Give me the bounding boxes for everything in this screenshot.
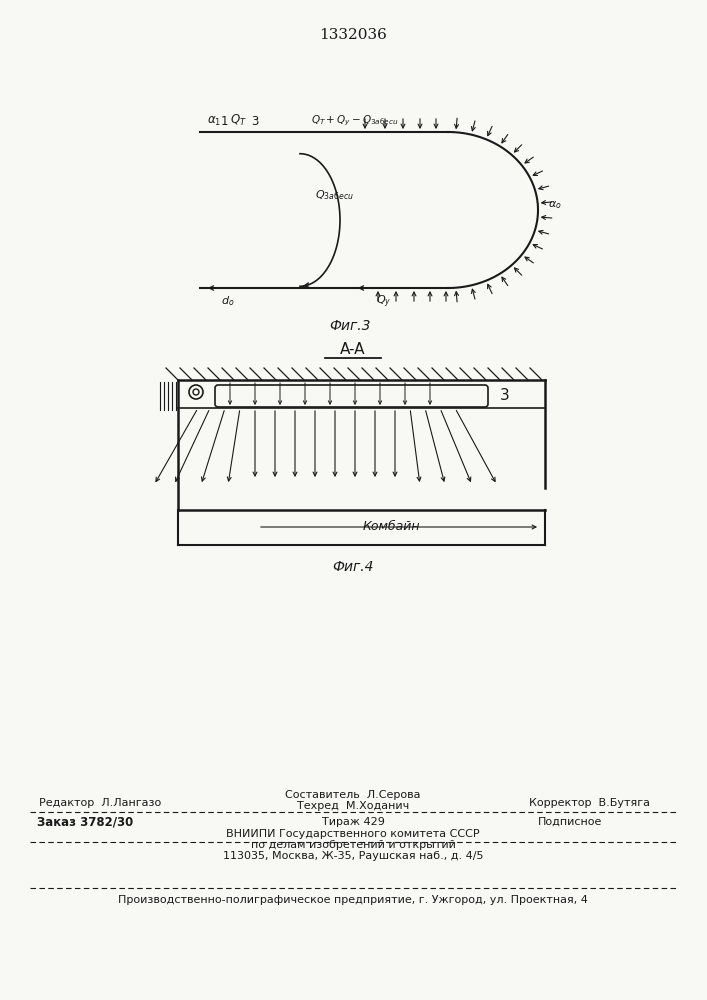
Text: 3: 3 [251,115,259,128]
Text: Тираж 429: Тираж 429 [322,817,385,827]
Text: 3: 3 [500,388,510,403]
Text: Фиг.4: Фиг.4 [332,560,374,574]
Text: Заказ 3782/30: Заказ 3782/30 [37,816,133,828]
Text: $Q_{3a\text{б}ecu}$: $Q_{3a\text{б}ecu}$ [315,188,354,202]
Text: A-A: A-A [340,342,366,358]
Text: Производственно-полиграфическое предприятие, г. Ужгород, ул. Проектная, 4: Производственно-полиграфическое предприя… [118,895,588,905]
Text: Подписное: Подписное [538,817,602,827]
Text: $Q_T+Q_y-Q_{3a\text{б}ecu}$: $Q_T+Q_y-Q_{3a\text{б}ecu}$ [311,114,399,128]
Text: по делам изобретений и открытий: по делам изобретений и открытий [250,840,455,850]
Text: ВНИИПИ Государственного комитета СССР: ВНИИПИ Государственного комитета СССР [226,829,480,839]
Text: Составитель  Л.Серова: Составитель Л.Серова [285,790,421,800]
Text: Техред  М.Ходанич: Техред М.Ходанич [297,801,409,811]
Text: $\alpha_o$: $\alpha_o$ [548,199,562,211]
Text: $Q_T$: $Q_T$ [230,113,247,128]
Text: $Q_y$: $Q_y$ [376,294,392,310]
Text: 1332036: 1332036 [319,28,387,42]
Text: 113035, Москва, Ж-35, Раушская наб., д. 4/5: 113035, Москва, Ж-35, Раушская наб., д. … [223,851,484,861]
Text: 1: 1 [221,115,228,128]
Text: Комбайн: Комбайн [363,520,420,534]
Text: Корректор  В.Бутяга: Корректор В.Бутяга [530,798,650,808]
Text: Фиг.3: Фиг.3 [329,319,370,333]
Text: $d_o$: $d_o$ [221,294,235,308]
Text: $\alpha_1$: $\alpha_1$ [207,115,221,128]
Text: Редактор  Л.Лангазо: Редактор Л.Лангазо [39,798,161,808]
